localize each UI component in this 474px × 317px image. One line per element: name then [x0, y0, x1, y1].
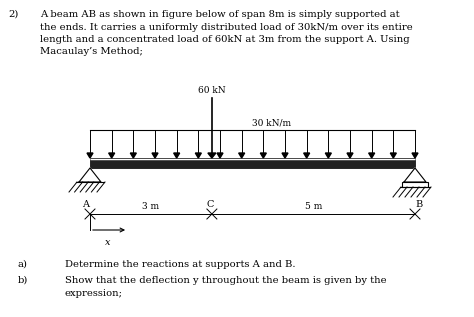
Polygon shape [173, 153, 180, 158]
Text: 3 m: 3 m [142, 202, 159, 211]
Polygon shape [152, 153, 158, 158]
Text: Show that the deflection y throughout the beam is given by the
expression;: Show that the deflection y throughout th… [65, 276, 387, 297]
Polygon shape [109, 153, 115, 158]
Bar [402, 182, 428, 187]
Polygon shape [390, 153, 396, 158]
Text: A beam AB as shown in figure below of span 8m is simply supported at
the ends. I: A beam AB as shown in figure below of sp… [40, 10, 413, 56]
Polygon shape [217, 153, 223, 158]
Text: Determine the reactions at supports A and B.: Determine the reactions at supports A an… [65, 260, 295, 269]
Text: 60 kN: 60 kN [198, 86, 226, 95]
Text: 2): 2) [8, 10, 18, 19]
Text: B: B [415, 200, 423, 209]
Text: 5 m: 5 m [305, 202, 322, 211]
Polygon shape [325, 153, 331, 158]
Polygon shape [304, 153, 310, 158]
Text: A: A [82, 200, 90, 209]
Polygon shape [347, 153, 353, 158]
Text: C: C [206, 200, 214, 209]
Polygon shape [79, 168, 101, 182]
Text: 30 kN/m: 30 kN/m [252, 118, 292, 127]
Polygon shape [208, 153, 216, 158]
Text: b): b) [18, 276, 28, 285]
Polygon shape [369, 153, 374, 158]
Polygon shape [260, 153, 266, 158]
Polygon shape [239, 153, 245, 158]
Bar [90, 158, 415, 168]
Polygon shape [87, 153, 93, 158]
Polygon shape [282, 153, 288, 158]
Text: a): a) [18, 260, 28, 269]
Text: x: x [105, 238, 111, 247]
Polygon shape [412, 153, 418, 158]
Polygon shape [404, 168, 426, 182]
Polygon shape [130, 153, 137, 158]
Polygon shape [195, 153, 201, 158]
